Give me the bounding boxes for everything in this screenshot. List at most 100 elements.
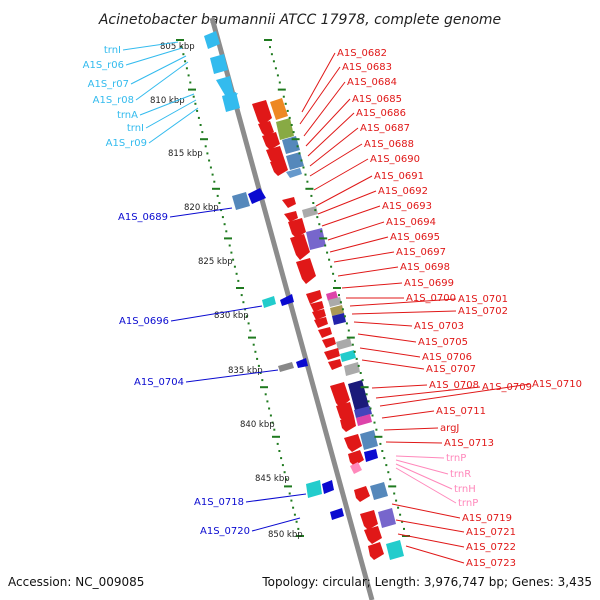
gene-label-right[interactable]: argJ xyxy=(440,423,459,434)
gene-label-right[interactable]: trnR xyxy=(450,469,471,480)
gene-label-left[interactable]: A1S_r07 xyxy=(88,79,129,90)
gene-label-right[interactable]: A1S_0688 xyxy=(364,139,414,150)
inner-tick-track-mark xyxy=(228,244,231,247)
gene-label-right[interactable]: A1S_0684 xyxy=(347,77,397,88)
outer-tick-track-mark xyxy=(383,457,386,460)
leader-line xyxy=(303,81,346,137)
gene-A1S_0707 xyxy=(330,305,344,316)
gene-label-right[interactable]: A1S_0690 xyxy=(370,154,420,165)
kbp-scale-label: 815 kbp xyxy=(168,149,203,159)
leader-line xyxy=(395,467,457,504)
inner-tick-track-mark xyxy=(192,95,195,98)
gene-label-right[interactable]: A1S_0693 xyxy=(382,201,432,212)
gene-label-right[interactable]: A1S_0702 xyxy=(458,306,508,317)
leader-line xyxy=(333,251,395,263)
gene-label-left[interactable]: A1S_0696 xyxy=(119,316,169,327)
gene-label-right[interactable]: A1S_0719 xyxy=(462,513,512,524)
gene-label-right[interactable]: A1S_0708 xyxy=(429,380,479,391)
gene-label-right[interactable]: A1S_0686 xyxy=(356,108,406,119)
leader-line xyxy=(251,517,301,532)
gene-label-right[interactable]: trnH xyxy=(454,484,476,495)
inner-tick-track-mark xyxy=(232,258,235,261)
gene-label-right[interactable]: A1S_0703 xyxy=(414,321,464,332)
leader-line xyxy=(395,459,449,475)
inner-tick-track-mark xyxy=(284,485,292,488)
inner-tick-track-mark xyxy=(194,102,197,105)
gene-A1S_0685 xyxy=(276,118,294,140)
gene-label-left[interactable]: A1S_0704 xyxy=(134,377,184,388)
gene-label-right[interactable]: trnP xyxy=(458,498,478,509)
gene-label-right[interactable]: A1S_0723 xyxy=(466,558,516,569)
outer-tick-track-mark xyxy=(305,187,314,190)
gene-A1S_0734 xyxy=(364,526,382,544)
gene-A1S_0733 xyxy=(378,508,396,528)
inner-tick-track-mark xyxy=(268,407,271,410)
inner-tick-track-mark xyxy=(260,386,268,389)
gene-label-right[interactable]: A1S_0701 xyxy=(458,294,508,305)
inner-tick-track-mark xyxy=(237,279,240,282)
gene-A1S_0726 xyxy=(360,430,378,450)
gene-label-right[interactable]: A1S_0722 xyxy=(466,542,516,553)
inner-tick-track-mark xyxy=(283,471,286,474)
gene-label-left[interactable]: A1S_r08 xyxy=(93,95,134,106)
gene-label-right[interactable]: A1S_0694 xyxy=(386,217,436,228)
gene-A1S_0715 xyxy=(344,362,360,376)
outer-tick-track-mark xyxy=(369,407,372,410)
gene-label-left[interactable]: A1S_0718 xyxy=(194,497,244,508)
gene-label-right[interactable]: A1S_0691 xyxy=(374,171,424,182)
inner-tick-track-mark xyxy=(288,492,291,495)
leader-line xyxy=(309,143,363,177)
gene-label-right[interactable]: A1S_0682 xyxy=(337,48,387,59)
inner-tick-track-mark xyxy=(212,187,220,190)
outer-tick-track-mark xyxy=(333,287,341,289)
gene-label-left[interactable]: A1S_0689 xyxy=(118,212,168,223)
outer-tick-track-mark xyxy=(290,124,293,126)
inner-tick-track-mark xyxy=(233,265,236,268)
gene-label-right[interactable]: A1S_0695 xyxy=(390,232,440,243)
gene-A1S_0711 xyxy=(336,338,352,350)
gene-label-left[interactable]: trnI xyxy=(104,45,121,56)
gene-label-left[interactable]: trnI xyxy=(127,123,144,134)
gene-label-right[interactable]: A1S_0685 xyxy=(352,94,402,105)
gene-label-left[interactable]: A1S_r09 xyxy=(106,138,147,149)
gene-label-right[interactable]: A1S_0721 xyxy=(466,527,516,538)
inner-tick-track-mark xyxy=(199,124,202,126)
gene-label-right[interactable]: A1S_0697 xyxy=(396,247,446,258)
gene-label-right[interactable]: A1S_0698 xyxy=(400,262,450,273)
inner-tick-track-mark xyxy=(201,131,204,134)
inner-tick-track-mark xyxy=(223,223,226,226)
leader-line xyxy=(405,545,465,564)
outer-tick-track-mark xyxy=(385,464,388,467)
gene-label-right[interactable]: A1S_0683 xyxy=(342,62,392,73)
gene-trnP xyxy=(350,462,362,474)
gene-label-right[interactable]: trnP xyxy=(446,453,466,464)
gene-label-right[interactable]: A1S_0687 xyxy=(360,123,410,134)
gene-label-right[interactable]: A1S_0707 xyxy=(426,364,476,375)
gene-label-right[interactable]: A1S_0710 xyxy=(532,379,582,390)
inner-tick-track-mark xyxy=(200,138,208,141)
outer-tick-track-mark xyxy=(330,265,333,268)
gene-label-right[interactable]: A1S_0713 xyxy=(444,438,494,449)
kbp-scale-label: 845 kbp xyxy=(255,474,290,484)
gene-label-left[interactable]: A1S_r06 xyxy=(83,60,124,71)
gene-A1S_0704b xyxy=(296,358,308,368)
gene-label-right[interactable]: A1S_0705 xyxy=(418,337,468,348)
gene-label-right[interactable]: A1S_0711 xyxy=(436,406,486,417)
kbp-scale-label: 840 kbp xyxy=(240,420,275,430)
gene-label-right[interactable]: A1S_0692 xyxy=(378,186,428,197)
gene-label-right[interactable]: A1S_0706 xyxy=(422,352,472,363)
gene-label-right[interactable]: A1S_0699 xyxy=(404,278,454,289)
gene-A1S_0728 xyxy=(364,449,378,462)
inner-tick-track-mark xyxy=(272,435,280,438)
gene-label-right[interactable]: A1S_0700 xyxy=(406,293,456,304)
gene-label-left[interactable]: A1S_0720 xyxy=(200,526,250,537)
leader-line xyxy=(301,52,336,113)
inner-tick-track-mark xyxy=(196,109,199,112)
outer-tick-track-mark xyxy=(306,180,309,183)
accession-text: Accession: NC_009085 xyxy=(8,575,144,589)
gene-A1S_0694 xyxy=(302,206,318,218)
gene-A1S_0704 xyxy=(278,362,294,372)
gene-label-left[interactable]: trnA xyxy=(117,110,138,121)
